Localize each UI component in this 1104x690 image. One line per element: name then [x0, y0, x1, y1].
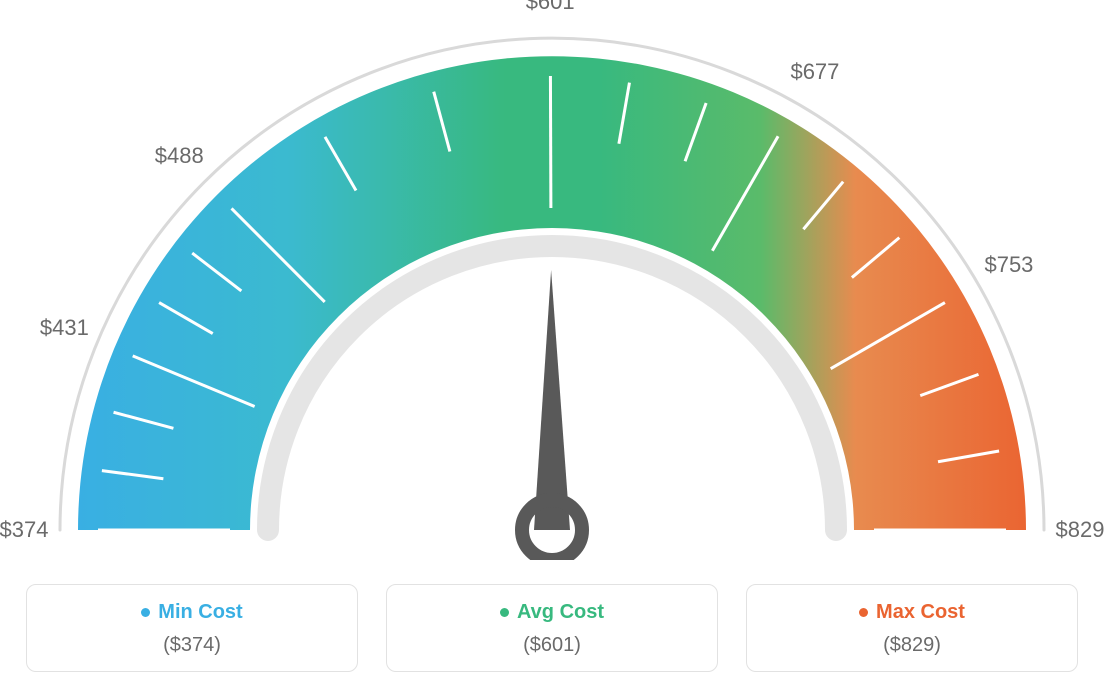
legend-value: ($374) [37, 634, 347, 657]
legend-title: Min Cost [141, 601, 242, 624]
legend-title-text: Avg Cost [517, 601, 604, 624]
legend-title-text: Min Cost [158, 601, 242, 624]
gauge-chart: $374 $431 $488 $601 $677 $753 $829 [0, 0, 1104, 560]
gauge-tick-label: $431 [40, 315, 89, 341]
legend-dot-icon [859, 608, 868, 617]
legend-dot-icon [141, 608, 150, 617]
legend-card: Max Cost ($829) [746, 584, 1078, 672]
gauge-tick-label: $677 [790, 59, 839, 85]
legend-title-text: Max Cost [876, 601, 965, 624]
legend-title: Max Cost [859, 601, 965, 624]
legend-row: Min Cost ($374) Avg Cost ($601) Max Cost ($82… [0, 584, 1104, 672]
gauge-svg [0, 0, 1104, 560]
legend-card: Min Cost ($374) [26, 584, 358, 672]
gauge-tick-label: $753 [984, 252, 1033, 278]
gauge-tick-label: $601 [526, 0, 575, 15]
legend-title: Avg Cost [500, 601, 604, 624]
legend-card: Avg Cost ($601) [386, 584, 718, 672]
legend-value: ($829) [757, 634, 1067, 657]
legend-value: ($601) [397, 634, 707, 657]
gauge-tick-label: $488 [155, 143, 204, 169]
gauge-tick-label: $829 [1056, 517, 1104, 543]
legend-dot-icon [500, 608, 509, 617]
gauge-tick-label: $374 [0, 517, 48, 543]
